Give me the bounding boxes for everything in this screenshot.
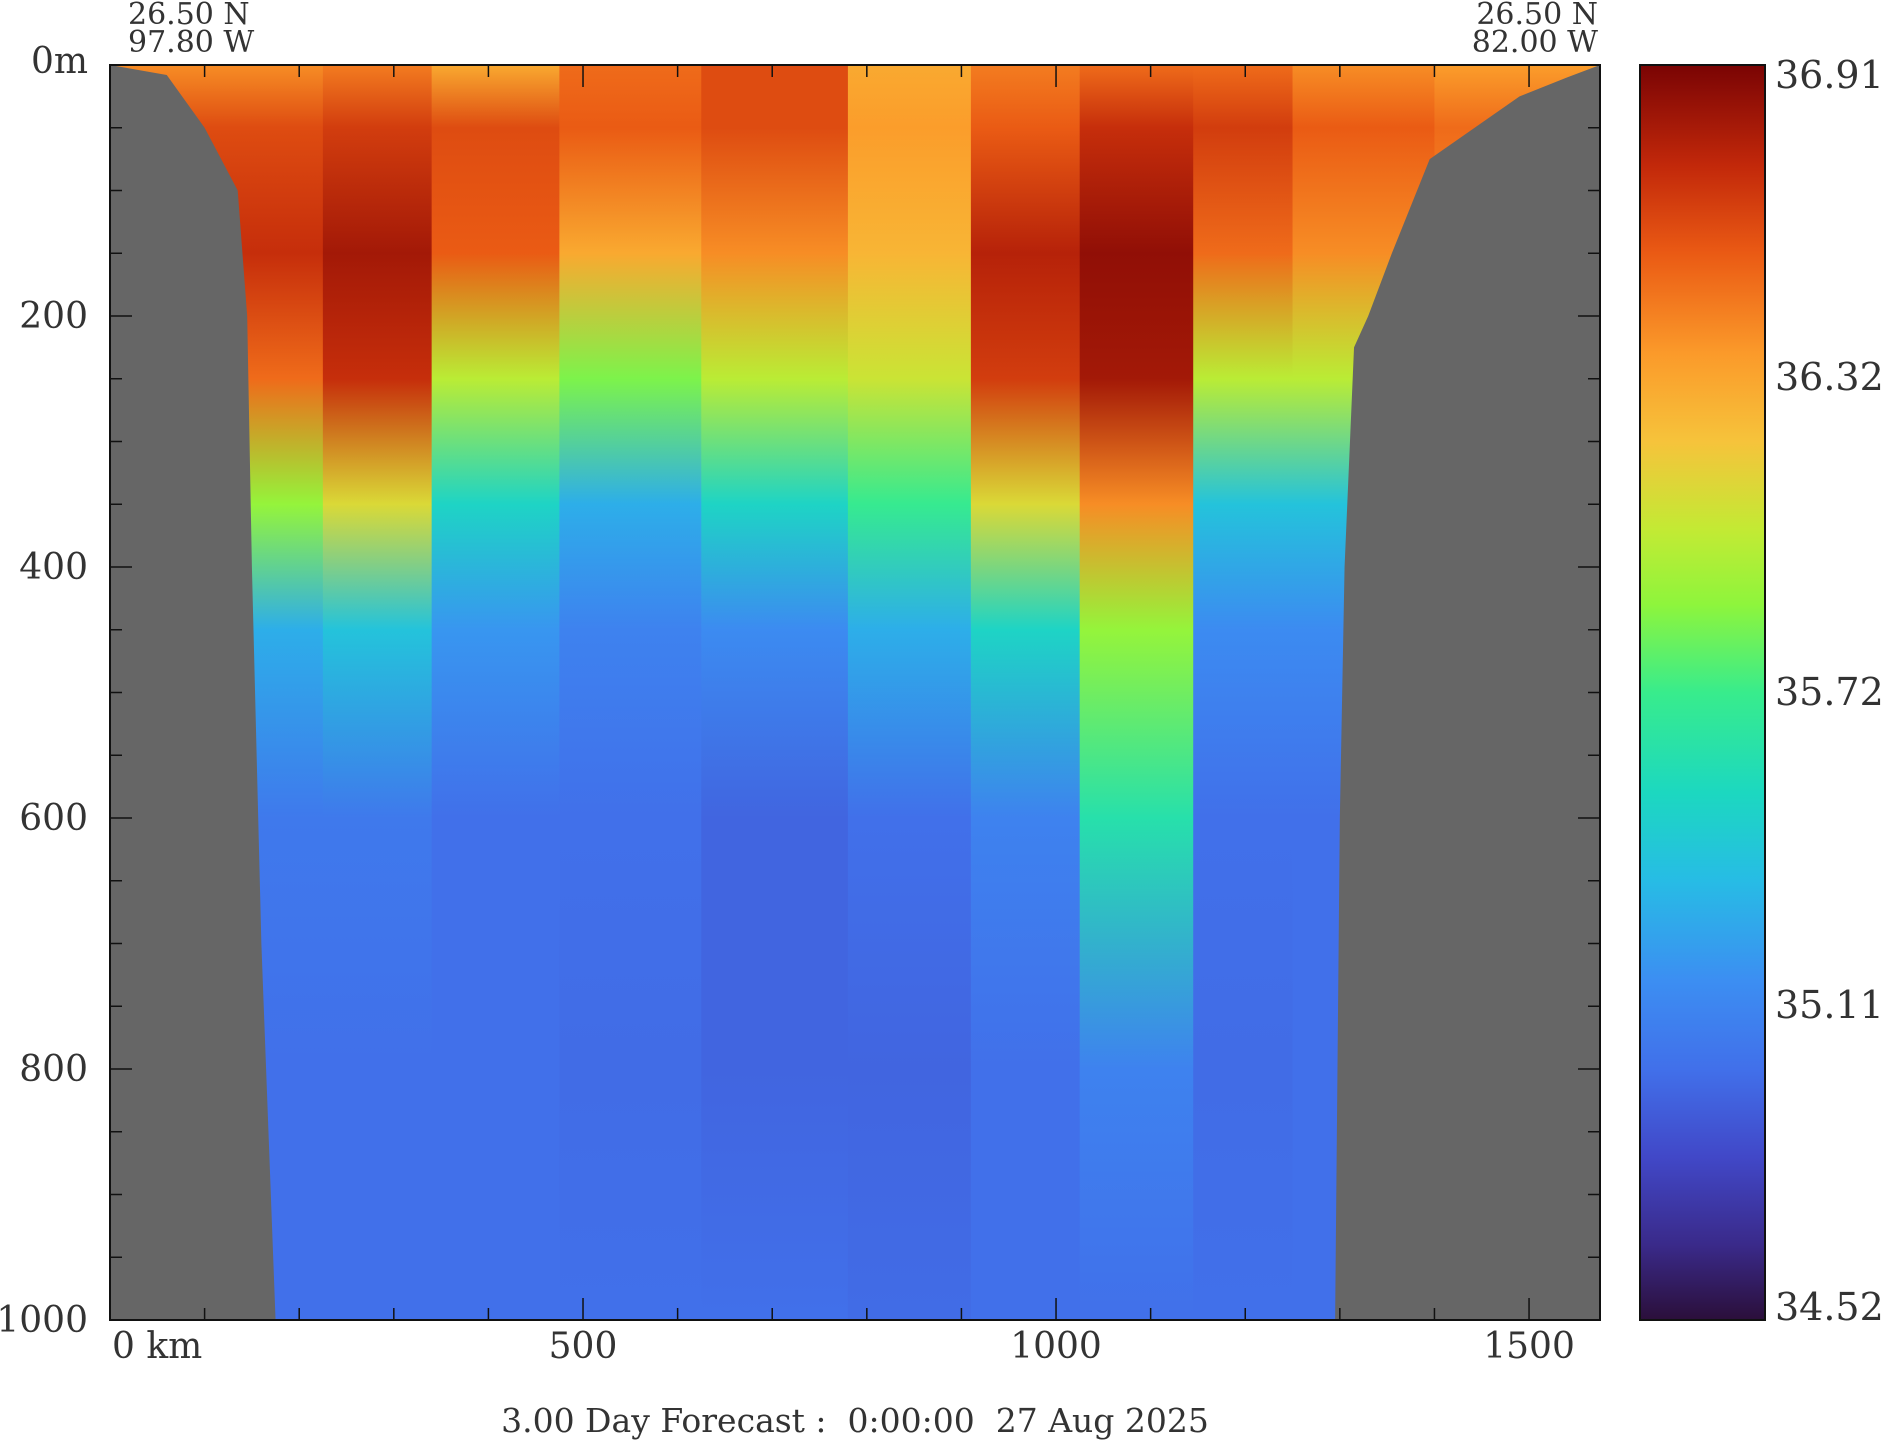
salinity-column [322, 65, 433, 1320]
salinity-column [970, 65, 1081, 1320]
colorbar-label-max: 36.91 [1775, 53, 1884, 97]
x-tick-label: 1000 [1010, 1326, 1102, 1367]
x-tick-label: 1500 [1483, 1326, 1575, 1367]
colorbar-label-4: 35.11 [1775, 983, 1884, 1027]
salinity-column [1193, 65, 1294, 1320]
x-tick-label: 0 km [112, 1326, 202, 1367]
salinity-column [559, 65, 703, 1320]
salinity-column [847, 65, 972, 1320]
axis-ticks [110, 65, 1600, 1320]
y-tick-label: 400 [19, 547, 88, 588]
y-tick-label: 800 [19, 1049, 88, 1090]
colorbar-label-2: 36.32 [1775, 355, 1884, 399]
y-tick-label: 200 [19, 296, 88, 337]
salinity-column [431, 65, 561, 1320]
colorbar-label-min: 34.52 [1775, 1285, 1884, 1329]
end-longitude: 82.00 W [1472, 25, 1598, 60]
y-tick-label: 600 [19, 798, 88, 839]
start-longitude: 97.80 W [128, 25, 254, 60]
y-tick-label: 0m [31, 41, 88, 82]
colorbar [1639, 64, 1766, 1321]
colorbar-label-3: 35.72 [1775, 670, 1884, 714]
seabed-topography [110, 65, 1600, 1320]
start-latitude: 26.50 N [128, 0, 250, 32]
seabed-east [1335, 65, 1600, 1320]
y-tick-label: 1000 [0, 1300, 88, 1341]
forecast-footer: 3.00 Day Forecast : 0:00:00 27 Aug 2025 [501, 1401, 1209, 1440]
x-tick-label: 500 [549, 1326, 618, 1367]
salinity-column [701, 65, 849, 1320]
end-latitude: 26.50 N [1476, 0, 1598, 32]
seabed-west [110, 65, 276, 1320]
salinity-column [1079, 65, 1195, 1320]
